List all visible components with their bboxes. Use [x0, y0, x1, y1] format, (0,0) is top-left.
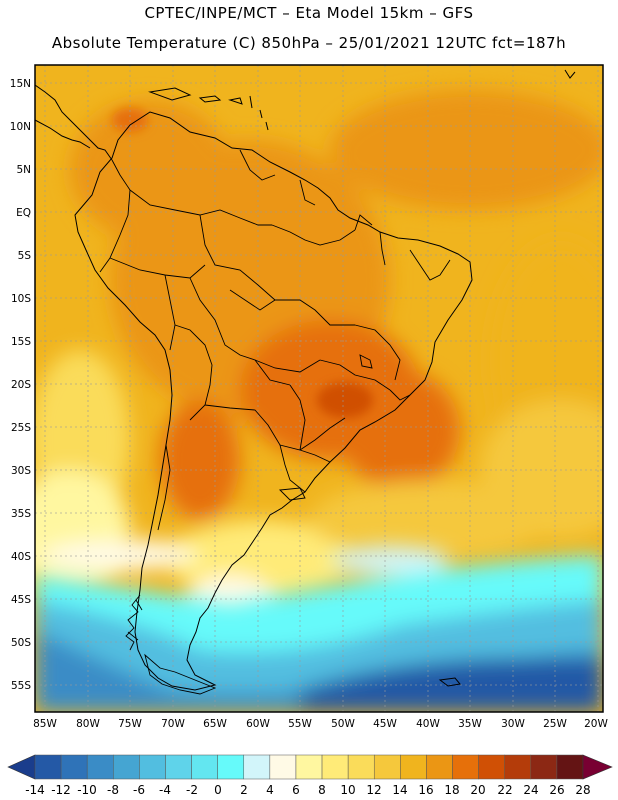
lat-label: 30S: [11, 465, 31, 477]
colorbar-label: -4: [159, 783, 171, 797]
lat-label: 35S: [11, 508, 31, 520]
lat-label: 50S: [11, 637, 31, 649]
colorbar-label: -14: [25, 783, 45, 797]
colorbar-arrow-low: [7, 754, 36, 780]
lat-label: 40S: [11, 551, 31, 563]
colorbar-label: 26: [549, 783, 564, 797]
colorbar-label: -12: [51, 783, 71, 797]
lat-label: 20S: [11, 379, 31, 391]
colorbar-label: 24: [523, 783, 538, 797]
map-frame: [34, 64, 604, 713]
colorbar: -14 -12 -10 -8 -6 -4 -2 0 2 4 6 8 10 12 …: [7, 754, 613, 797]
colorbar-cell: [217, 754, 245, 780]
longitude-axis: 85W 80W 75W 70W 65W 60W 55W 50W 45W 40W …: [33, 718, 608, 730]
lat-label: 25S: [11, 422, 31, 434]
title-line-1: CPTEC/INPE/MCT – Eta Model 15km – GFS: [144, 4, 474, 22]
lon-label: 70W: [161, 718, 185, 730]
central-america-coastline: [35, 84, 113, 161]
lat-label: 10N: [10, 121, 31, 133]
colorbar-arrow-high: [582, 754, 613, 780]
colorbar-cell: [530, 754, 558, 780]
colorbar-cell: [113, 754, 140, 780]
lon-label: 50W: [331, 718, 355, 730]
lon-label: 55W: [288, 718, 312, 730]
colorbar-cell: [295, 754, 323, 780]
colorbar-label: -10: [77, 783, 97, 797]
latitude-axis: 15N 10N 5N EQ 5S 10S 15S 20S 25S 30S 35S…: [10, 78, 32, 692]
colorbar-label: 2: [240, 783, 248, 797]
islands: [148, 69, 576, 687]
colorbar-cell: [86, 754, 114, 780]
colorbar-label: 0: [214, 783, 222, 797]
colorbar-cell: [347, 754, 375, 780]
colorbar-cell: [269, 754, 297, 780]
lon-label: 25W: [543, 718, 567, 730]
colorbar-label: -2: [186, 783, 198, 797]
colorbar-label: 20: [470, 783, 485, 797]
colorbar-cell: [34, 754, 62, 780]
lat-label: 15N: [10, 78, 31, 90]
colorbar-cell: [478, 754, 505, 780]
lon-label: 85W: [33, 718, 57, 730]
lat-label: 45S: [11, 594, 31, 606]
colorbar-label: 8: [318, 783, 326, 797]
central-america-coastline-2: [35, 119, 91, 149]
lon-label: 30W: [501, 718, 525, 730]
colorbar-label: 14: [392, 783, 407, 797]
lon-label: 65W: [203, 718, 227, 730]
colorbar-cell: [60, 754, 88, 780]
lon-label: 35W: [458, 718, 482, 730]
colorbar-label: 12: [366, 783, 381, 797]
lon-label: 20W: [584, 718, 608, 730]
colorbar-cell: [191, 754, 218, 780]
colorbar-label: 10: [340, 783, 355, 797]
colorbar-cell: [556, 754, 584, 780]
colorbar-cell: [165, 754, 192, 780]
temperature-field: [35, 65, 603, 712]
colorbar-cell: [504, 754, 532, 780]
south-america-coastline: [74, 111, 473, 691]
lat-label: EQ: [16, 207, 31, 219]
lon-label: 40W: [416, 718, 440, 730]
colorbar-label: -6: [133, 783, 145, 797]
lat-label: 5S: [18, 250, 32, 262]
colorbar-cell: [243, 754, 271, 780]
lat-label: 5N: [16, 164, 31, 176]
lon-label: 60W: [246, 718, 270, 730]
colorbar-label: 18: [444, 783, 459, 797]
colorbar-label: 22: [497, 783, 512, 797]
colorbar-cell: [321, 754, 349, 780]
lon-label: 80W: [76, 718, 100, 730]
lat-label: 10S: [11, 293, 31, 305]
patagonia-coast: [125, 594, 217, 695]
colorbar-label: 4: [266, 783, 274, 797]
colorbar-cell: [426, 754, 453, 780]
country-borders: [99, 149, 451, 531]
colorbar-cell: [452, 754, 479, 780]
colorbar-label: 16: [418, 783, 433, 797]
colorbar-label: -8: [107, 783, 119, 797]
lon-label: 75W: [118, 718, 142, 730]
lat-label: 55S: [11, 680, 31, 692]
lon-label: 45W: [373, 718, 397, 730]
colorbar-label: 6: [292, 783, 300, 797]
title-line-2: Absolute Temperature (C) 850hPa – 25/01/…: [51, 34, 567, 52]
colorbar-cell: [373, 754, 401, 780]
colorbar-label: 28: [575, 783, 590, 797]
colorbar-cell: [139, 754, 166, 780]
lat-label: 15S: [11, 336, 31, 348]
colorbar-cell: [400, 754, 427, 780]
